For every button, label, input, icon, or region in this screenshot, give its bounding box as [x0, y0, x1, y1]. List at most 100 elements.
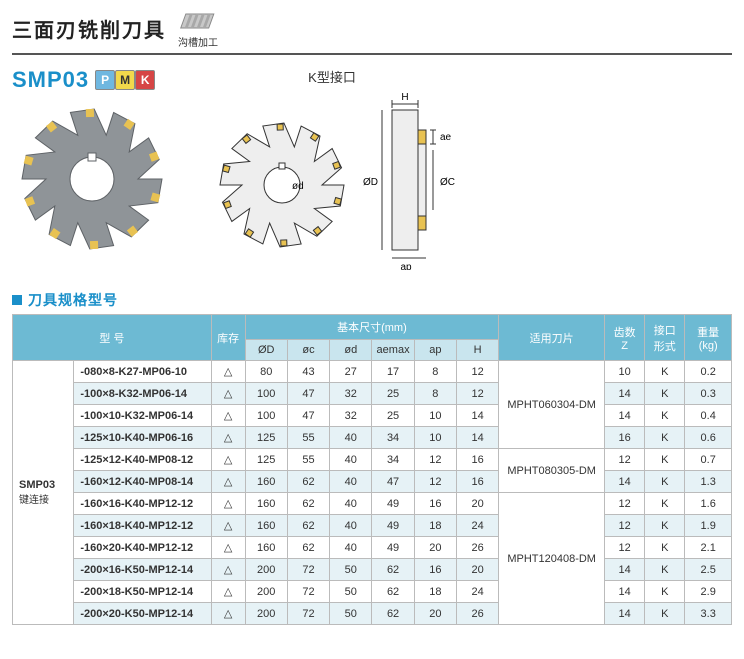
product-code-row: SMP03 PMK: [12, 67, 172, 93]
cell-dim-3: 25: [372, 383, 414, 405]
cell-teeth: 14: [605, 405, 645, 427]
cell-teeth: 16: [605, 427, 645, 449]
dim-D: ØD: [363, 177, 378, 188]
cell-weight: 1.9: [685, 515, 732, 537]
product-left: SMP03 PMK: [12, 67, 172, 259]
cell-weight: 3.3: [685, 603, 732, 625]
cell-teeth: 14: [605, 581, 645, 603]
table-body: SMP03键连接-080×8-K27-MP06-10△80432717812MP…: [13, 361, 732, 625]
cell-teeth: 12: [605, 493, 645, 515]
cell-dim-2: 27: [330, 361, 372, 383]
cell-dim-3: 17: [372, 361, 414, 383]
table-row: -100×8-K32-MP06-14△10047322581214K0.3: [13, 383, 732, 405]
cell-dim-0: 100: [245, 405, 287, 427]
cell-iface: K: [645, 559, 685, 581]
table-row: -125×12-K40-MP08-12△1255540341216MPHT080…: [13, 449, 732, 471]
col-teeth: 齿数 Z: [605, 315, 645, 361]
cell-dim-2: 40: [330, 537, 372, 559]
cell-teeth: 14: [605, 471, 645, 493]
cell-dim-3: 49: [372, 537, 414, 559]
cell-dim-4: 10: [414, 405, 456, 427]
technical-diagram: ød H ae: [202, 90, 462, 270]
product-code: SMP03: [12, 67, 89, 93]
cell-dim-5: 14: [456, 405, 498, 427]
cell-teeth: 14: [605, 383, 645, 405]
cell-iface: K: [645, 383, 685, 405]
cell-dim-3: 62: [372, 581, 414, 603]
cell-dim-1: 47: [287, 383, 329, 405]
cell-dim-2: 32: [330, 383, 372, 405]
usage-box: 沟槽加工: [178, 8, 218, 49]
cell-teeth: 10: [605, 361, 645, 383]
square-bullet-icon: [12, 295, 22, 305]
cell-dim-5: 12: [456, 383, 498, 405]
cell-insert: MPHT080305-DM: [499, 449, 605, 493]
cell-weight: 2.1: [685, 537, 732, 559]
cell-model: -160×12-K40-MP08-14: [74, 471, 211, 493]
cell-dim-5: 24: [456, 581, 498, 603]
row-group-label: SMP03键连接: [13, 361, 74, 625]
slot-milling-icon: [178, 8, 218, 32]
cell-weight: 0.6: [685, 427, 732, 449]
cell-dim-3: 34: [372, 427, 414, 449]
cell-insert: MPHT060304-DM: [499, 361, 605, 449]
cell-dim-4: 8: [414, 361, 456, 383]
cell-dim-4: 8: [414, 383, 456, 405]
table-head: 型 号 库存 基本尺寸(mm) 适用刀片 齿数 Z 接口 形式 重量 (kg) …: [13, 315, 732, 361]
cell-insert: MPHT120408-DM: [499, 493, 605, 625]
cell-weight: 0.4: [685, 405, 732, 427]
cell-dim-0: 125: [245, 427, 287, 449]
table-row: -160×12-K40-MP08-14△160624047121614K1.3: [13, 471, 732, 493]
cell-iface: K: [645, 493, 685, 515]
cell-model: -080×8-K27-MP06-10: [74, 361, 211, 383]
cell-dim-2: 40: [330, 471, 372, 493]
cell-iface: K: [645, 581, 685, 603]
usage-label: 沟槽加工: [178, 34, 218, 49]
cell-dim-1: 62: [287, 471, 329, 493]
cell-iface: K: [645, 515, 685, 537]
cell-dim-5: 12: [456, 361, 498, 383]
cell-stock: △: [211, 559, 245, 581]
page: 三面刃铣削刀具 沟槽加工 SMP03 PMK: [0, 0, 744, 645]
cell-dim-1: 62: [287, 537, 329, 559]
cell-dim-2: 32: [330, 405, 372, 427]
table-row: -160×20-K40-MP12-12△160624049202612K2.1: [13, 537, 732, 559]
cell-dim-4: 18: [414, 581, 456, 603]
dim-C: ØC: [440, 177, 455, 188]
cell-dim-0: 80: [245, 361, 287, 383]
cell-dim-0: 160: [245, 471, 287, 493]
cell-dim-4: 20: [414, 603, 456, 625]
cell-dim-1: 43: [287, 361, 329, 383]
cell-model: -160×18-K40-MP12-12: [74, 515, 211, 537]
cell-dim-0: 200: [245, 581, 287, 603]
col-iface: 接口 形式: [645, 315, 685, 361]
product-row: SMP03 PMK K型接口 ød: [12, 67, 732, 270]
col-stock: 库存: [211, 315, 245, 361]
cell-stock: △: [211, 537, 245, 559]
page-title: 三面刃铣削刀具: [12, 14, 166, 43]
cell-dim-5: 26: [456, 603, 498, 625]
diagram-title: K型接口: [308, 67, 356, 86]
cell-dim-4: 12: [414, 471, 456, 493]
cell-stock: △: [211, 581, 245, 603]
material-chip-P: P: [95, 70, 115, 90]
cell-weight: 1.3: [685, 471, 732, 493]
cell-iface: K: [645, 361, 685, 383]
table-row: -100×10-K32-MP06-14△100473225101414K0.4: [13, 405, 732, 427]
cell-stock: △: [211, 471, 245, 493]
cell-dim-5: 20: [456, 493, 498, 515]
cell-dim-2: 40: [330, 515, 372, 537]
cell-stock: △: [211, 515, 245, 537]
cell-dim-2: 50: [330, 603, 372, 625]
header: 三面刃铣削刀具 沟槽加工: [12, 8, 732, 49]
cell-dim-5: 20: [456, 559, 498, 581]
dim-ap: ap: [400, 262, 412, 270]
cell-model: -160×16-K40-MP12-12: [74, 493, 211, 515]
dim-H: H: [401, 92, 408, 103]
cell-dim-2: 40: [330, 493, 372, 515]
cell-dim-1: 72: [287, 603, 329, 625]
cell-dim-3: 62: [372, 603, 414, 625]
col-dim-aemax: aemax: [372, 340, 414, 361]
cell-model: -100×8-K32-MP06-14: [74, 383, 211, 405]
cell-dim-0: 200: [245, 603, 287, 625]
